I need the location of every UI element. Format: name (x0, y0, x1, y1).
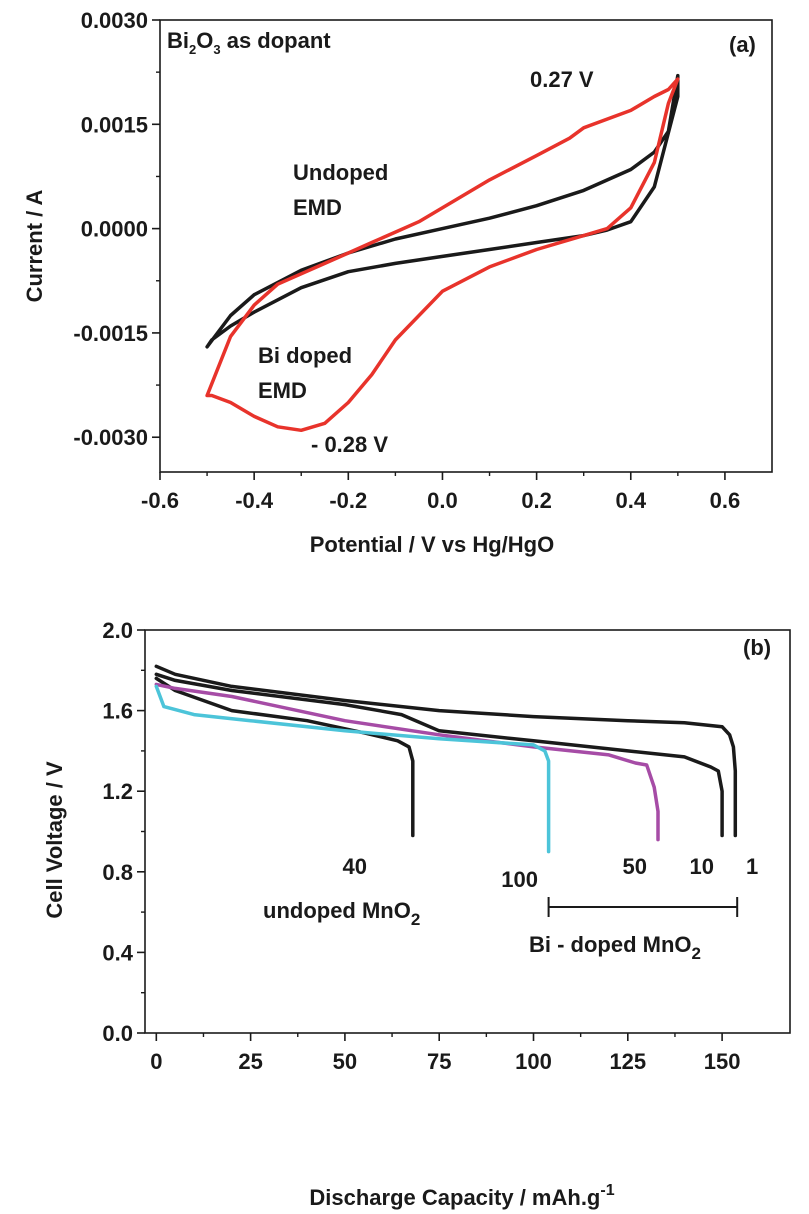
series-line-2 (205, 77, 680, 433)
x-tick-label: -0.2 (329, 488, 367, 513)
y-tick-label: 1.6 (102, 699, 133, 724)
series-label-50: 50 (623, 854, 647, 879)
panel-a: -0.6 -0.4 -0.2 0.0 0.2 0.4 0.6 0.0030 0.0015 0.00… (22, 8, 773, 557)
anodic-peak-label: 0.27 V (530, 67, 594, 92)
x-tick-label: 0.2 (521, 488, 552, 513)
series-line-50 (154, 682, 660, 842)
x-tick-label: 0 (150, 1049, 162, 1074)
series-line-1 (154, 664, 738, 838)
y-tick-label: -0.0015 (73, 321, 148, 346)
undoped-mno2-main: undoped MnO (263, 898, 411, 923)
dopant-sub1: 2 (189, 42, 196, 57)
y-tick-label: 1.2 (102, 779, 133, 804)
y-axis-label-a: Current / A (22, 189, 47, 302)
series-line-100 (154, 684, 551, 854)
dopant-sub2: 3 (213, 42, 220, 57)
y-tick-label: 2.0 (102, 618, 133, 643)
undoped-mno2-label: undoped MnO2 (263, 898, 420, 929)
x-tick-label: 0.0 (427, 488, 458, 513)
x-tick-label: 150 (704, 1049, 741, 1074)
x-tick-label: 50 (333, 1049, 357, 1074)
doped-label-line1: Bi doped (258, 343, 352, 368)
series-label-10: 10 (690, 854, 714, 879)
y-tick-label: 0.8 (102, 860, 133, 885)
doped-mno2-sub: 2 (692, 944, 701, 963)
series-label-40: 40 (343, 854, 367, 879)
undoped-label-line1: Undoped (293, 160, 388, 185)
series-line-10 (154, 672, 724, 838)
x-axis-label-b-sup: -1 (600, 1182, 614, 1199)
x-tick-label: 75 (427, 1049, 451, 1074)
plot-frame-a (159, 19, 773, 473)
y-axis-label-b: Cell Voltage / V (42, 761, 67, 919)
doped-mno2-main: Bi - doped MnO (529, 932, 692, 957)
series-label-100: 100 (501, 867, 538, 892)
undoped-label-line2: EMD (293, 195, 342, 220)
x-tick-label: 0.6 (710, 488, 741, 513)
x-tick-label: 100 (515, 1049, 552, 1074)
x-axis-label-a: Potential / V vs Hg/HgO (310, 532, 554, 557)
dopant-bi: Bi (167, 28, 189, 53)
dopant-rest: as dopant (221, 28, 332, 53)
panel-label-b: (b) (743, 635, 771, 660)
doped-label-line2: EMD (258, 378, 307, 403)
doped-mno2-label: Bi - doped MnO2 (529, 932, 701, 963)
x-tick-label: 25 (238, 1049, 262, 1074)
series-label-1: 1 (746, 854, 758, 879)
cathodic-peak-label: - 0.28 V (311, 432, 388, 457)
x-axis-label-b: Discharge Capacity / mAh.g-1 (309, 1182, 614, 1210)
x-tick-label: -0.4 (235, 488, 274, 513)
y-tick-label: 0.0030 (81, 8, 148, 33)
y-tick-label: -0.0030 (73, 425, 148, 450)
x-tick-label: 0.4 (615, 488, 646, 513)
panel-label-a: (a) (729, 32, 756, 57)
dopant-title: Bi2O3 as dopant (167, 28, 331, 57)
x-tick-label: 125 (609, 1049, 646, 1074)
y-tick-label: 0.0 (102, 1021, 133, 1046)
y-tick-label: 0.0000 (81, 217, 148, 242)
x-axis-label-b-main: Discharge Capacity / mAh.g (309, 1185, 600, 1210)
doped-bracket (547, 897, 739, 917)
y-tick-label: 0.4 (102, 940, 133, 965)
series-line-1 (205, 73, 680, 349)
x-tick-label: -0.6 (141, 488, 179, 513)
undoped-mno2-sub: 2 (411, 910, 420, 929)
dopant-o: O (196, 28, 213, 53)
y-tick-label: 0.0015 (81, 112, 148, 137)
